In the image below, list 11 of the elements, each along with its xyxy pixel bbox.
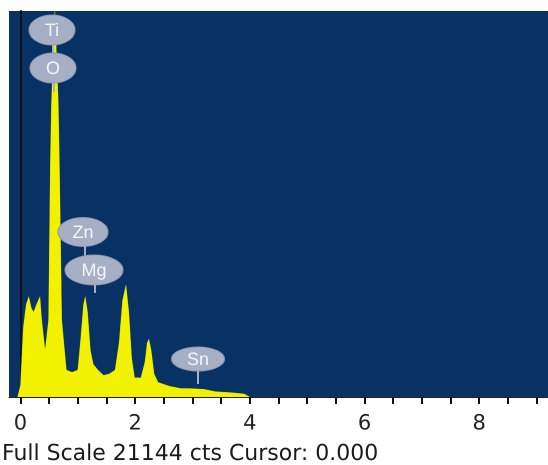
x-tick-label: 8 xyxy=(472,410,486,434)
x-tick-label: 6 xyxy=(358,410,372,434)
x-tick-label: 0 xyxy=(14,410,28,434)
annotation: Ti xyxy=(44,20,60,40)
annotation: Mg xyxy=(81,260,107,280)
annotation: Zn xyxy=(72,222,94,242)
annotation: Sn xyxy=(186,349,210,369)
annotation: O xyxy=(46,58,60,78)
x-tick-label: 2 xyxy=(128,410,142,434)
x-tick-label: 4 xyxy=(243,410,257,434)
text: Full Scale 21144 cts Cursor: 0.000 xyxy=(2,441,378,465)
